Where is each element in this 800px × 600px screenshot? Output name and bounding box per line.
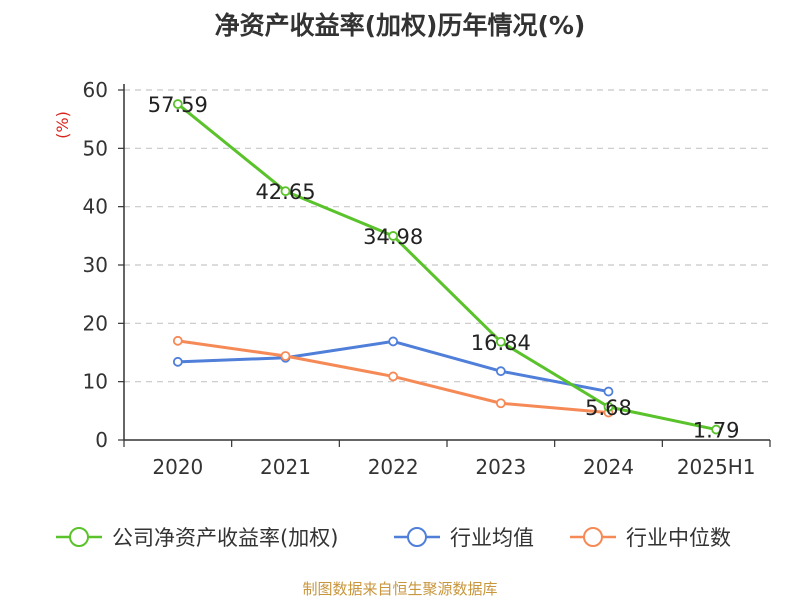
source-note: 制图数据来自恒生聚源数据库 bbox=[302, 580, 498, 598]
legend-item[interactable]: 公司净资产收益率(加权) bbox=[56, 526, 338, 550]
grid-lines bbox=[124, 89, 770, 383]
data-point bbox=[280, 186, 291, 197]
x-tick-label: 2020 bbox=[152, 455, 203, 479]
x-tick-label: 2023 bbox=[475, 455, 526, 479]
data-point bbox=[495, 336, 506, 347]
series-lines bbox=[172, 99, 722, 435]
data-point bbox=[495, 366, 506, 377]
data-point bbox=[711, 424, 722, 435]
legend-label: 行业均值 bbox=[450, 526, 534, 550]
legend-item[interactable]: 行业中位数 bbox=[570, 526, 731, 550]
legend[interactable]: 公司净资产收益率(加权) 行业均值 行业中位数 bbox=[56, 526, 731, 550]
data-point bbox=[388, 336, 399, 347]
x-tick-label: 2022 bbox=[368, 455, 419, 479]
data-point bbox=[172, 356, 183, 367]
data-label: 42.65 bbox=[255, 180, 315, 204]
chart-title: 净资产收益率(加权)历年情况(%) bbox=[214, 11, 586, 40]
data-label: 57.59 bbox=[148, 93, 208, 117]
data-point bbox=[172, 335, 183, 346]
data-point bbox=[280, 351, 291, 361]
y-tick-label: 10 bbox=[83, 370, 108, 394]
data-point bbox=[172, 99, 183, 109]
legend-marker bbox=[407, 527, 427, 547]
axes: 0 10 20 30 40 50 60 (%) 2020 2021 2022 2023 2024 2025… bbox=[53, 78, 771, 479]
legend-marker bbox=[583, 527, 603, 547]
y-tick-label: 30 bbox=[83, 253, 108, 277]
data-label: 34.98 bbox=[363, 225, 423, 249]
y-tick-label: 40 bbox=[83, 195, 108, 219]
data-labels: 57.59 42.65 34.98 16.84 5.68 1.79 bbox=[148, 93, 740, 443]
x-tick-label: 2025H1 bbox=[677, 455, 756, 479]
data-point bbox=[603, 386, 614, 397]
y-tick-label: 0 bbox=[95, 428, 108, 452]
data-point bbox=[388, 231, 399, 241]
y-tick-label: 60 bbox=[83, 78, 108, 102]
legend-label: 行业中位数 bbox=[626, 526, 731, 550]
y-tick-label: 20 bbox=[83, 311, 108, 335]
series-line bbox=[176, 102, 717, 432]
data-label: 5.68 bbox=[585, 396, 632, 420]
y-axis-label: (%) bbox=[53, 111, 72, 139]
x-tick-label: 2021 bbox=[260, 455, 311, 479]
data-point bbox=[495, 398, 506, 409]
data-label: 16.84 bbox=[471, 331, 531, 355]
legend-label: 公司净资产收益率(加权) bbox=[112, 526, 338, 550]
x-tick-label: 2024 bbox=[583, 455, 634, 479]
legend-marker bbox=[69, 527, 89, 547]
data-point bbox=[388, 371, 399, 382]
y-tick-label: 50 bbox=[83, 136, 108, 160]
legend-item[interactable]: 行业均值 bbox=[394, 526, 534, 550]
data-label: 1.79 bbox=[693, 419, 740, 443]
data-point bbox=[603, 401, 614, 412]
